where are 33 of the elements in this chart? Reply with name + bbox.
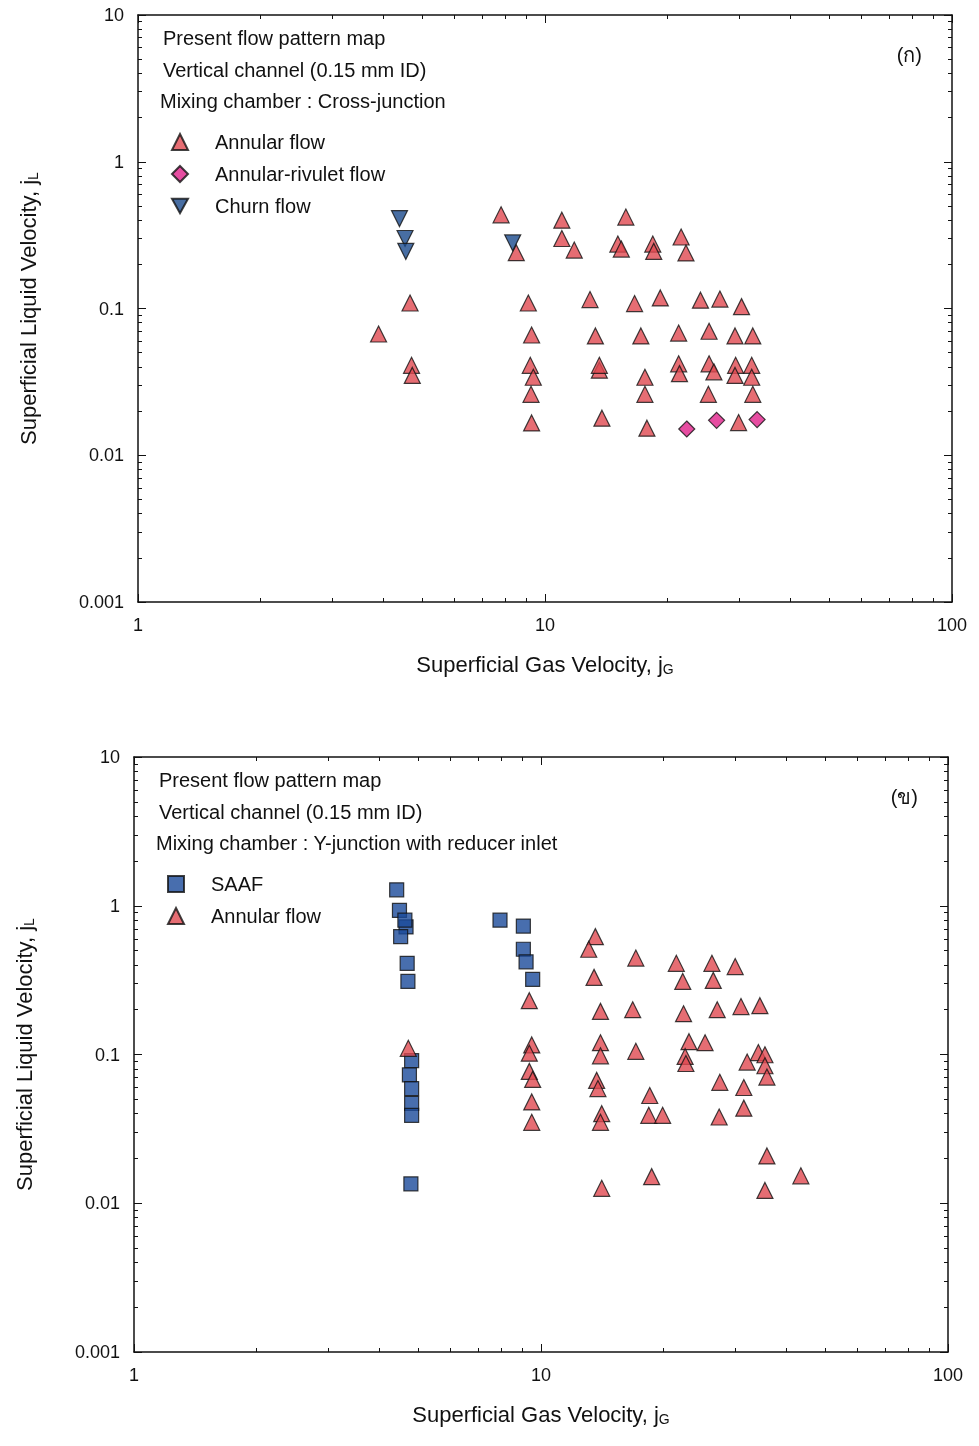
text: Vertical channel (0.15 mm ID) [163, 59, 427, 81]
y-tick-label: 10 [103, 5, 124, 25]
x-tick-label: 1 [128, 1365, 140, 1385]
annotation: Mixing chamber : Cross-junction [160, 90, 446, 112]
y-axis-title: Superficial Liquid Velocity, jL [11, 917, 37, 1191]
y-tick-label: 1 [109, 895, 120, 916]
x-tick-label: 100 [932, 1365, 964, 1385]
x-tick-label: 1 [132, 615, 144, 635]
annotation: Mixing chamber : Y-junction with reducer inlet [156, 832, 558, 854]
x-axis-title: Superficial Gas Velocity, jG [416, 651, 674, 677]
x-tick-label: 10 [534, 615, 556, 635]
y-tick-label: 10 [99, 747, 120, 767]
x-axis-title: Superficial Gas Velocity, jG [412, 1401, 670, 1427]
y-tick-label: 0.001 [78, 592, 124, 612]
y-tick-label: 1 [113, 151, 124, 172]
annotation: (ข) [890, 786, 919, 808]
y-tick-label: 0.001 [74, 1342, 120, 1362]
x-tick-label: 10 [530, 1365, 552, 1385]
legend-label: Churn flow [215, 195, 312, 217]
y-tick-label: 0.1 [98, 298, 124, 319]
y-tick-label: 0.01 [88, 445, 124, 466]
legend-label: Annular-rivulet flow [215, 163, 386, 185]
y-tick-label: 0.1 [94, 1044, 120, 1065]
text: Vertical channel (0.15 mm ID) [159, 801, 423, 823]
x-tick-label: 100 [936, 615, 968, 635]
y-axis-title: Superficial Liquid Velocity, jL [15, 171, 41, 445]
text: Present flow pattern map [159, 769, 382, 791]
annotation: (ก) [896, 44, 923, 66]
legend-label: Annular flow [211, 905, 322, 927]
y-tick-label: 0.01 [84, 1193, 120, 1214]
legend-label: SAAF [211, 873, 264, 895]
text: Present flow pattern map [163, 27, 386, 49]
legend-label: Annular flow [215, 131, 326, 153]
